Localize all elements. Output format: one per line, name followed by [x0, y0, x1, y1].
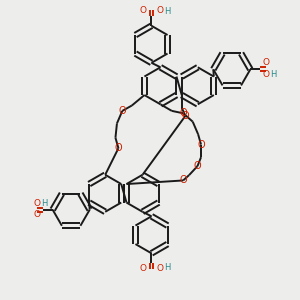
- Text: O: O: [140, 264, 147, 273]
- Text: O: O: [156, 264, 164, 273]
- Text: O: O: [115, 143, 122, 153]
- Text: O: O: [262, 70, 269, 79]
- Text: H: H: [270, 70, 277, 79]
- Text: O: O: [118, 106, 126, 116]
- Text: O: O: [140, 6, 147, 15]
- Text: O: O: [179, 176, 187, 185]
- Text: O: O: [262, 58, 269, 67]
- Text: O: O: [194, 161, 201, 171]
- Text: O: O: [197, 140, 205, 150]
- Text: O: O: [156, 6, 164, 15]
- Text: H: H: [164, 7, 170, 16]
- Text: H: H: [41, 199, 47, 208]
- Text: O: O: [179, 108, 187, 118]
- Text: H: H: [164, 263, 170, 272]
- Text: O: O: [34, 199, 40, 208]
- Text: O: O: [34, 210, 40, 219]
- Text: O: O: [182, 111, 189, 121]
